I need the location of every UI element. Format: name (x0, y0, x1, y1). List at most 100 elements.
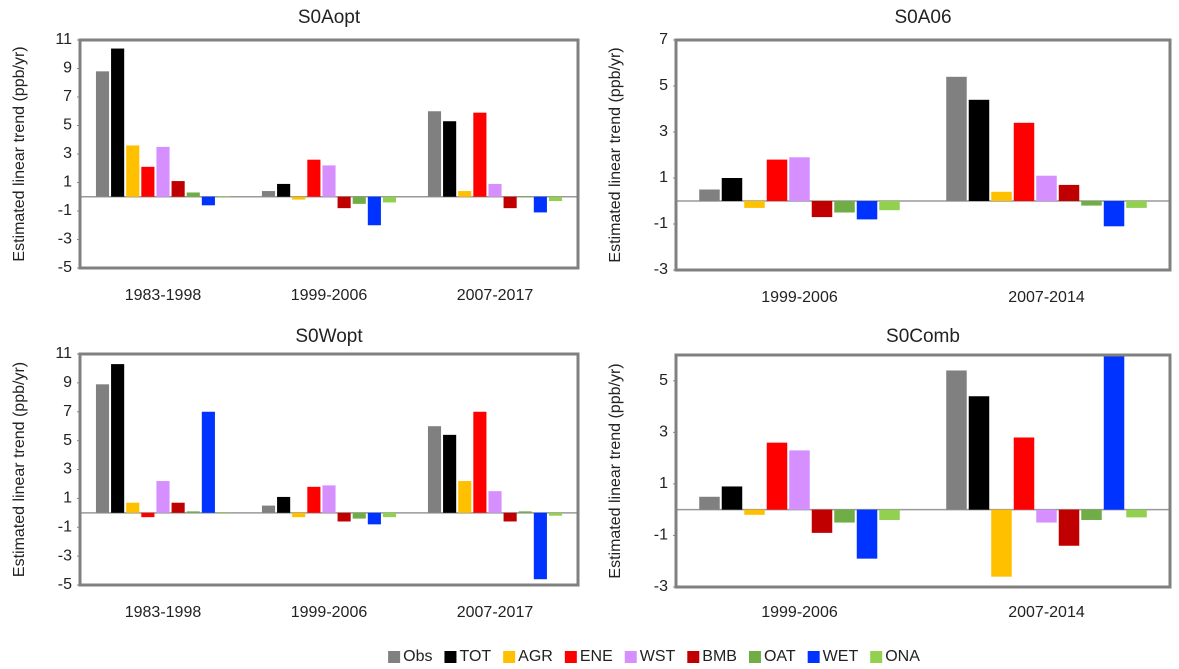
legend-label: OAT (764, 648, 796, 665)
bar (1013, 122, 1035, 201)
y-tick-label: 3 (659, 123, 668, 140)
y-tick-label: 5 (63, 117, 72, 134)
bar (443, 121, 457, 197)
bar (533, 196, 547, 213)
bar (458, 191, 472, 197)
bar (216, 196, 231, 197)
y-tick-label: 1 (63, 174, 72, 191)
y-tick-label: -1 (58, 202, 72, 219)
bar (991, 191, 1012, 201)
bar (1081, 201, 1102, 206)
y-axis-label: Estimated linear trend (ppb/yr) (607, 47, 624, 262)
panel: S0A06 Estimated linear trend (ppb/yr) -3 -1… (607, 7, 1172, 306)
bar (946, 76, 967, 201)
bar (766, 442, 788, 510)
x-tick-label: 2007-2014 (1008, 604, 1085, 621)
bar (322, 165, 336, 197)
bar (699, 496, 720, 510)
x-tick-label: 1999-2006 (291, 287, 368, 304)
panel: S0Comb Estimated linear trend (ppb/yr) -3 -… (607, 326, 1172, 621)
chart-title: S0A06 (894, 7, 951, 28)
bar (186, 511, 200, 513)
bar (322, 485, 336, 513)
y-tick-label: -1 (654, 527, 668, 544)
legend-swatch (503, 651, 516, 663)
x-tick-label: 2007-2017 (457, 604, 534, 621)
bar (337, 512, 351, 522)
y-tick-label: 1 (63, 490, 72, 507)
legend-swatch (388, 651, 401, 663)
bar (111, 48, 125, 197)
bar (95, 71, 110, 197)
bar (503, 196, 517, 209)
bar (1013, 437, 1035, 510)
bar (488, 491, 502, 513)
bar (126, 145, 140, 197)
bar (518, 196, 532, 197)
legend: Obs TOT AGR ENE WST BMB OAT WET ONA (388, 648, 920, 665)
bar (1103, 355, 1125, 510)
bar (216, 512, 231, 513)
y-axis-label: Estimated linear trend (ppb/yr) (11, 46, 28, 261)
bar (1058, 184, 1080, 201)
y-tick-label: 3 (63, 145, 72, 162)
bar (856, 509, 878, 559)
y-tick-label: -3 (654, 261, 668, 278)
y-tick-label: 9 (63, 60, 72, 77)
bar (721, 178, 743, 201)
y-tick-label: 7 (659, 31, 668, 48)
bar (699, 189, 720, 201)
legend-swatch (748, 651, 761, 663)
bar (277, 496, 291, 513)
bar (834, 201, 855, 213)
panel: S0Wopt Estimated linear trend (ppb/yr) -5 -… (11, 326, 580, 621)
bar (548, 196, 563, 202)
bar (427, 426, 442, 513)
y-tick-label: -3 (654, 578, 668, 595)
y-tick-label: 3 (63, 461, 72, 478)
bar (292, 196, 306, 200)
plot-frame (78, 352, 580, 587)
bar (991, 509, 1012, 577)
bar (789, 450, 810, 510)
legend-swatch (807, 651, 820, 663)
bar (744, 201, 765, 208)
y-tick-label: 7 (63, 403, 72, 420)
bar (533, 512, 547, 580)
bar (292, 512, 306, 518)
y-axis-label: Estimated linear trend (ppb/yr) (11, 362, 28, 577)
bar (473, 411, 487, 513)
bar (503, 512, 517, 522)
legend-label: AGR (518, 648, 553, 665)
x-tick-label: 1983-1998 (125, 604, 202, 621)
bar (1036, 175, 1057, 201)
bar (201, 411, 215, 513)
legend-swatch (564, 651, 577, 663)
legend-label: BMB (702, 648, 737, 665)
bar (1126, 509, 1147, 518)
bar (968, 396, 990, 510)
bar (307, 159, 321, 197)
bar (548, 512, 563, 516)
y-tick-label: 1 (659, 169, 668, 186)
x-tick-label: 2007-2014 (1008, 289, 1085, 306)
legend-swatch (687, 651, 700, 663)
plot-frame (674, 353, 1172, 589)
x-tick-label: 1999-2006 (761, 289, 838, 306)
y-tick-label: -5 (58, 576, 72, 593)
legend-swatch (444, 651, 457, 663)
bar (382, 512, 397, 518)
x-tick-label: 2007-2017 (457, 287, 534, 304)
bar (95, 384, 110, 513)
legend-label: WST (640, 648, 676, 665)
bar (261, 191, 276, 197)
legend-swatch (624, 651, 637, 663)
bar (427, 111, 442, 197)
bar (879, 201, 900, 211)
chart-title: S0Comb (886, 326, 960, 347)
bar (277, 183, 291, 197)
y-tick-label: 5 (659, 372, 668, 389)
legend-label: ENE (580, 648, 613, 665)
legend-label: ONA (885, 648, 920, 665)
